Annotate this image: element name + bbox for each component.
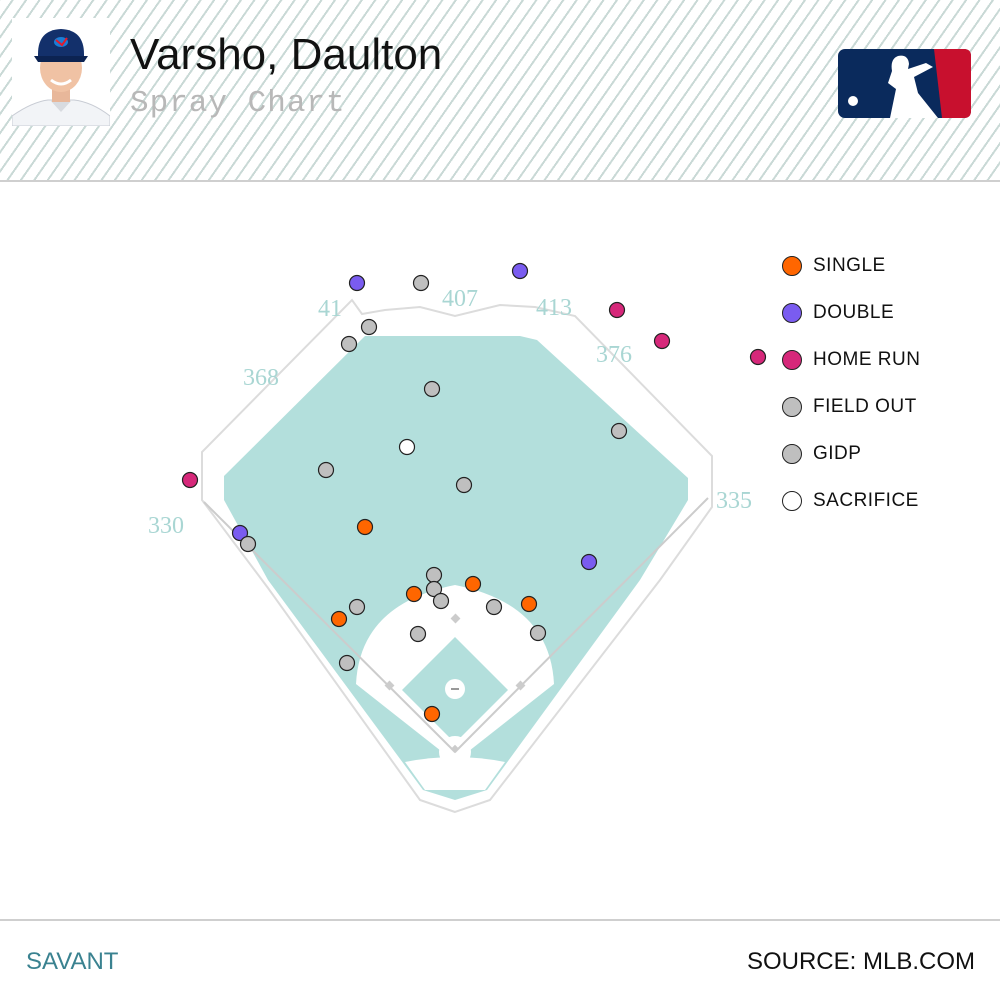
batted-ball-single xyxy=(356,518,374,536)
legend-swatch-single xyxy=(782,256,802,276)
footer-divider xyxy=(0,919,1000,921)
distance-label-cf: 407 xyxy=(442,286,478,312)
batted-ball-double xyxy=(511,262,529,280)
batted-ball-field-out xyxy=(423,380,441,398)
legend-item: HOME RUN xyxy=(782,347,992,394)
batted-ball-field-out xyxy=(485,598,503,616)
distance-label-rf-line: 335 xyxy=(716,488,752,514)
batted-ball-field-out xyxy=(455,476,473,494)
player-headshot-icon xyxy=(12,18,110,126)
distance-labels: 330 368 41 407 413 376 335 xyxy=(148,286,752,539)
distance-label-lf-line: 330 xyxy=(148,513,184,539)
spray-chart: 330 368 41 407 413 376 335 xyxy=(148,262,767,814)
batted-ball-single xyxy=(405,585,423,603)
pitching-rubber xyxy=(451,688,459,690)
batted-ball-field-out xyxy=(348,598,366,616)
legend-swatch-field-out xyxy=(782,397,802,417)
batted-ball-double xyxy=(231,524,249,542)
batted-ball-home-run xyxy=(181,471,199,489)
batted-ball-field-out xyxy=(409,625,427,643)
right-foul-line xyxy=(454,497,709,753)
source-credit: SOURCE: MLB.COM xyxy=(746,948,975,975)
third-base xyxy=(384,680,395,691)
batted-ball-field-out xyxy=(529,624,547,642)
legend-item: SACRIFICE xyxy=(782,488,992,535)
batted-ball-field-out xyxy=(340,335,358,353)
batted-ball-single xyxy=(520,595,538,613)
second-base xyxy=(450,613,461,624)
batted-ball-single xyxy=(464,575,482,593)
legend-swatch-gidp xyxy=(782,444,802,464)
distance-label-lcf: 41 xyxy=(318,296,342,322)
batted-ball-home-run xyxy=(653,332,671,350)
page-title: Varsho, Daulton xyxy=(130,30,443,79)
distance-label-rf-gap: 376 xyxy=(596,342,632,368)
legend-label: DOUBLE xyxy=(813,302,895,323)
legend-label: HOME RUN xyxy=(813,349,921,370)
legend-item: SINGLE xyxy=(782,253,992,300)
catcher-area xyxy=(405,757,505,790)
outfield-grass xyxy=(224,336,688,800)
legend-swatch-home-run xyxy=(782,350,802,370)
batted-ball-points xyxy=(181,262,767,723)
savant-link[interactable]: SAVANT xyxy=(26,948,119,975)
legend: SINGLE DOUBLE HOME RUN FIELD OUT GIDP SA… xyxy=(782,253,992,535)
legend-item: FIELD OUT xyxy=(782,394,992,441)
page-subtitle: Spray Chart xyxy=(130,86,346,121)
mlb-logo-icon xyxy=(838,49,971,118)
distance-label-lf-gap: 368 xyxy=(243,365,279,391)
batted-ball-field-out xyxy=(432,592,450,610)
batted-ball-field-out xyxy=(425,566,443,584)
distance-label-rcf: 413 xyxy=(536,295,572,321)
legend-label: SINGLE xyxy=(813,255,886,276)
batted-ball-field-out xyxy=(239,535,257,553)
batted-ball-field-out xyxy=(360,318,378,336)
legend-item: GIDP xyxy=(782,441,992,488)
batted-ball-sacrifice xyxy=(398,438,416,456)
legend-item: DOUBLE xyxy=(782,300,992,347)
batted-ball-single xyxy=(330,610,348,628)
batted-ball-single xyxy=(423,705,441,723)
batted-ball-double xyxy=(348,274,366,292)
legend-swatch-double xyxy=(782,303,802,323)
batted-ball-double xyxy=(580,553,598,571)
batted-ball-field-out xyxy=(317,461,335,479)
batted-ball-field-out xyxy=(338,654,356,672)
batted-ball-field-out xyxy=(610,422,628,440)
legend-swatch-sacrifice xyxy=(782,491,802,511)
batted-ball-field-out xyxy=(425,580,443,598)
batted-ball-home-run xyxy=(608,301,626,319)
ballpark xyxy=(201,298,713,814)
batted-ball-field-out xyxy=(412,274,430,292)
legend-label: GIDP xyxy=(813,443,862,464)
batted-ball-home-run xyxy=(749,348,767,366)
first-base xyxy=(515,680,526,691)
header: Varsho, Daulton Spray Chart xyxy=(0,0,1000,182)
legend-label: FIELD OUT xyxy=(813,396,917,417)
legend-label: SACRIFICE xyxy=(813,490,919,511)
home-plate xyxy=(450,744,460,754)
